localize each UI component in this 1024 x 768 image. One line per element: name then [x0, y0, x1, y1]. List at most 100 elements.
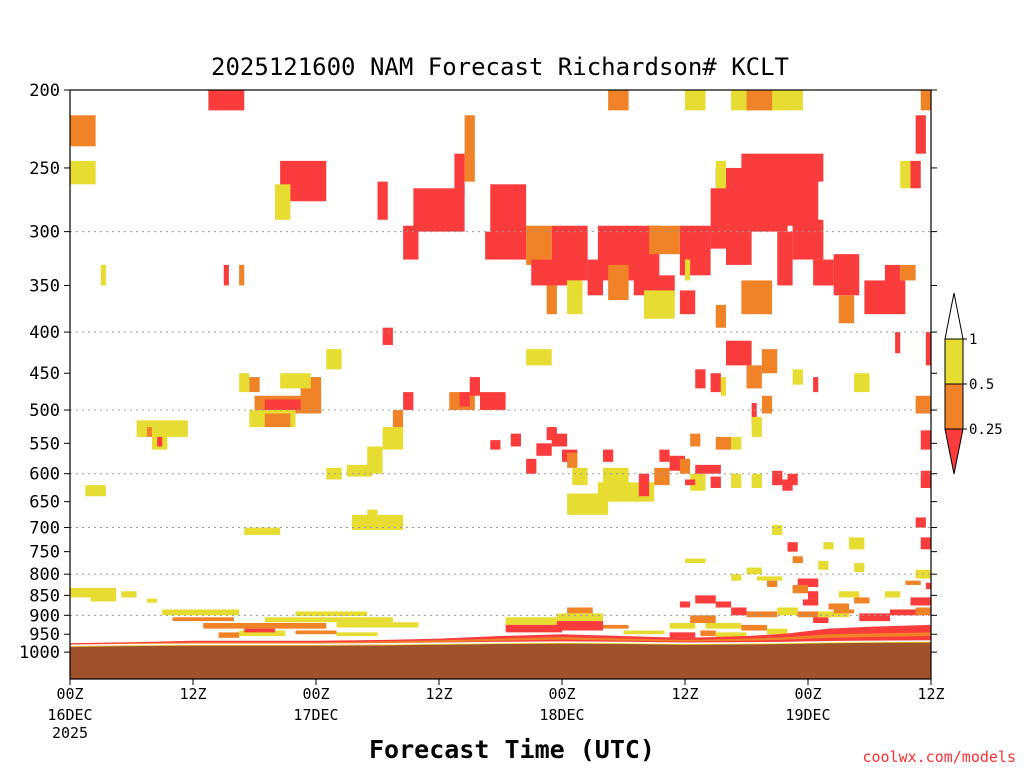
x-date-label: 17DEC — [293, 706, 338, 724]
legend-swatch-high — [944, 338, 964, 385]
ri-cell — [551, 433, 568, 447]
ri-cell — [70, 160, 96, 185]
y-tick-label: 500 — [29, 401, 60, 421]
ri-cell — [813, 259, 834, 286]
ri-cell — [403, 392, 414, 411]
ri-cell — [556, 613, 603, 622]
ri-cell — [649, 225, 680, 255]
ground-fill — [70, 642, 931, 679]
y-tick-label: 1000 — [19, 643, 60, 663]
ri-cell — [603, 624, 629, 629]
x-tick-label: 12Z — [671, 685, 698, 703]
ri-cell — [813, 377, 819, 393]
ri-cell — [833, 254, 860, 296]
ri-cell — [726, 219, 752, 265]
ri-cell — [679, 225, 711, 276]
ri-cell — [659, 449, 670, 462]
ri-cell — [792, 219, 824, 260]
ri-cell — [70, 115, 96, 147]
ri-cell — [715, 632, 747, 638]
ri-cell — [731, 473, 742, 488]
ri-cell — [710, 476, 721, 488]
ri-cell — [854, 373, 870, 393]
y-tick-label: 850 — [29, 586, 60, 606]
ri-cell — [854, 563, 865, 572]
ri-cell — [490, 440, 501, 450]
ri-cell — [454, 153, 465, 195]
legend-level-label: 1 — [969, 332, 977, 348]
ri-cell — [336, 632, 378, 637]
ri-cell — [818, 560, 829, 570]
ri-cell — [715, 304, 726, 328]
ri-cell — [567, 493, 609, 515]
ri-cell — [767, 628, 788, 635]
ri-cell — [787, 473, 798, 486]
ri-cell — [782, 479, 793, 491]
ri-cell — [864, 280, 906, 315]
ri-cell — [223, 264, 229, 286]
ri-cell — [792, 369, 803, 385]
ri-cell — [838, 295, 855, 324]
ri-cell — [546, 427, 557, 441]
ri-cell — [731, 607, 747, 616]
ri-cell — [823, 542, 834, 550]
ri-cell — [925, 332, 931, 366]
ri-cell — [510, 433, 521, 447]
ri-cell — [526, 458, 537, 474]
ri-cell — [377, 181, 388, 220]
y-tick-label: 200 — [29, 81, 60, 101]
ri-cell — [392, 410, 404, 434]
ri-cell — [761, 174, 819, 226]
y-tick-label: 350 — [29, 276, 60, 296]
y-tick-label: 750 — [29, 543, 60, 563]
ri-cell — [603, 467, 629, 486]
ri-cell — [690, 433, 701, 447]
ri-cell — [295, 630, 337, 635]
ri-cell — [838, 591, 860, 598]
y-tick-label: 700 — [29, 519, 60, 539]
ri-cell — [726, 340, 752, 366]
ri-cell — [884, 264, 901, 286]
ri-cell — [690, 615, 716, 623]
ri-cell — [459, 392, 470, 407]
legend-swatch-mid — [944, 383, 964, 430]
x-tick-label: 12Z — [425, 685, 452, 703]
ri-cell — [690, 473, 706, 491]
ri-cell — [915, 115, 926, 154]
y-tick-label: 900 — [29, 606, 60, 626]
ri-cell — [895, 332, 901, 354]
ri-cell — [679, 458, 691, 474]
x-tick-label: 00Z — [56, 685, 83, 703]
ri-cell — [695, 595, 716, 604]
ri-cell — [382, 327, 393, 345]
y-tick-label: 450 — [29, 364, 60, 384]
ri-cell — [715, 160, 726, 189]
ri-cell — [249, 377, 260, 393]
ri-cell — [787, 542, 798, 552]
ri-cell — [464, 115, 475, 182]
ri-cell — [608, 90, 629, 111]
ri-cell — [797, 578, 819, 588]
ri-cell — [910, 597, 931, 606]
ri-cell — [715, 601, 732, 608]
ri-cell — [849, 537, 865, 550]
x-tick-label: 00Z — [302, 685, 329, 703]
ri-cell — [608, 264, 629, 301]
ri-cell — [813, 617, 829, 623]
ri-cell — [808, 591, 819, 600]
y-tick-label: 400 — [29, 323, 60, 343]
ri-cell — [915, 395, 931, 414]
legend-level-label: 0.5 — [969, 377, 994, 393]
ri-cell — [772, 470, 783, 486]
ri-cell — [920, 470, 931, 488]
ri-cell — [638, 473, 650, 497]
ri-cell — [679, 601, 691, 608]
ri-cell — [833, 609, 855, 614]
ri-cell — [70, 587, 117, 598]
surface-line — [70, 640, 931, 647]
x-tick-label: 00Z — [548, 685, 575, 703]
ri-cell — [567, 452, 578, 468]
credit-text: coolwx.com/models — [862, 748, 1016, 766]
ri-cell — [644, 290, 675, 319]
